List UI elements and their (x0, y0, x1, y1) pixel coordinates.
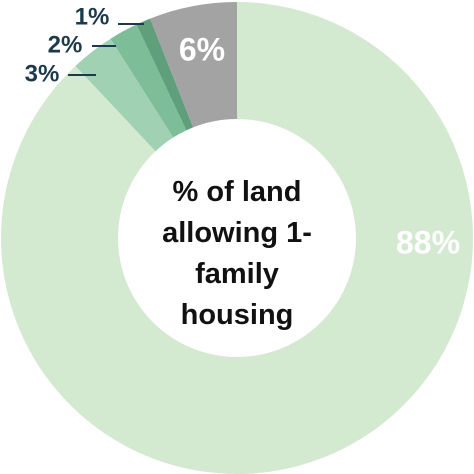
chart-title: % of land allowing 1-family housing (162, 176, 312, 331)
donut-slice (75, 38, 174, 152)
donut-slice (150, 2, 237, 128)
donut-slice (110, 24, 187, 138)
value-label: 1% (75, 3, 110, 30)
value-label: 2% (48, 31, 83, 58)
donut-slice (136, 18, 194, 131)
value-label: 6% (179, 31, 225, 67)
value-label: 88% (396, 224, 460, 260)
value-label: 3% (25, 60, 60, 87)
